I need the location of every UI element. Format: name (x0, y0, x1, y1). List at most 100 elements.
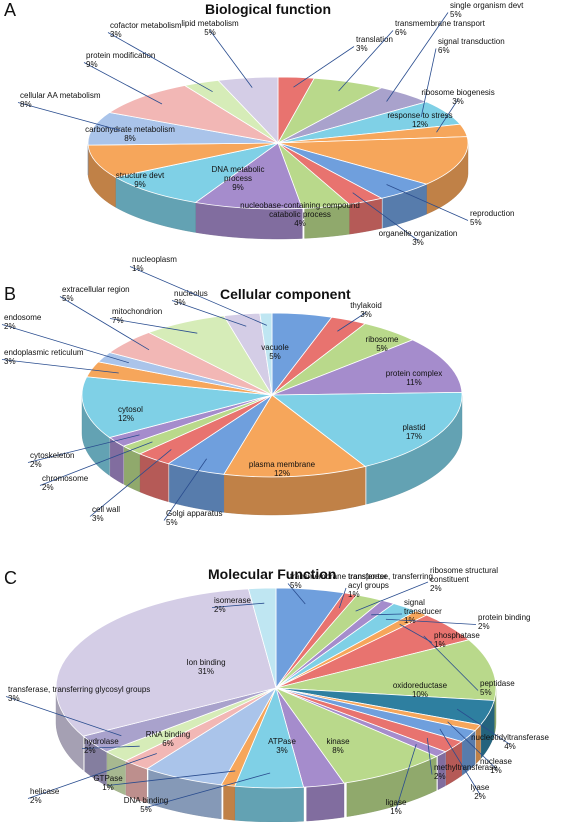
leader-line (27, 434, 140, 463)
label-thylakoid: thylakoid 3% (337, 301, 382, 332)
leader-line (420, 48, 437, 118)
leader-line (107, 770, 236, 786)
leader-line (386, 184, 469, 221)
leader-line (39, 441, 153, 486)
label-single-organism-devt: single organism devt 5% (386, 1, 524, 102)
slice-label-text: cofactor metabolism 3% (110, 21, 182, 39)
label-ribosome-biogenesis: ribosome biogenesis 3% (421, 88, 495, 133)
slice-label-text: structure devt 9% (116, 171, 165, 189)
slice-label-text: transmembrane transport 6% (395, 19, 486, 37)
slice-label-text: ribosome biogenesis 3% (421, 88, 494, 106)
slice-label-text: isomerase 2% (214, 596, 251, 614)
side-dna-binding (234, 786, 304, 822)
slice-label-text: transferase, transferring glycosyl group… (8, 685, 150, 703)
leader-line (386, 12, 449, 102)
label-signal-transduction: signal transduction 6% (420, 37, 505, 118)
slice-label-text: nuclease 1% (480, 757, 513, 775)
slice-label-text: organelle organization 3% (379, 229, 458, 247)
label-cofactor-metabolism: cofactor metabolism 3% (107, 21, 213, 93)
slice-response-to-stress (277, 136, 469, 185)
slice-label-text: endosome 2% (4, 313, 42, 331)
leader-line (27, 753, 157, 799)
leader-line (287, 583, 306, 605)
slice-label-text: cell wall 3% (92, 505, 120, 523)
slice-label-text: reproduction 5% (470, 209, 514, 227)
leader-line (17, 102, 121, 131)
slice-label-text: ribosome 5% (366, 335, 399, 353)
slice-label-text: plasma membrane 12% (249, 460, 316, 478)
slice-labels: translation 3%transmembrane transport 6%si… (17, 1, 524, 247)
leader-line (338, 587, 347, 609)
label-vacuole: vacuole 5% (261, 343, 289, 361)
label-lipid-metabolism: lipid metabolism 5% (181, 19, 253, 88)
label-ribosome: ribosome 5% (366, 335, 399, 353)
label-transmembrane-transporter: transmembrane transporter 5% (287, 572, 387, 605)
label-rna-binding: RNA binding 6% (146, 730, 190, 748)
slice-label-text: vacuole 5% (261, 343, 289, 361)
leader-line (395, 744, 417, 810)
label-protein-complex: protein complex 11% (386, 369, 442, 387)
label-nucleoplasm: nucleoplasm 1% (129, 255, 267, 326)
slice-plastid (270, 391, 463, 467)
label-transmembrane-transport: transmembrane transport 6% (338, 19, 486, 92)
slice-protein-modification (108, 85, 279, 144)
label-translation: translation 3% (293, 35, 393, 88)
leader-line (209, 30, 253, 88)
label-hydrolase: hydrolase 2% (81, 737, 140, 755)
label-lyase: lyase 2% (439, 728, 490, 801)
label-organelle-organization: organelle organization 3% (352, 192, 458, 247)
chart-title: Cellular component (220, 286, 351, 302)
slice-ion-binding (55, 588, 277, 737)
pie-slices (87, 76, 469, 210)
slice-label-text: chromosome 2% (42, 474, 89, 492)
leader-line (129, 266, 267, 326)
slice-label-text: lyase 2% (471, 783, 490, 801)
slice-label-text: extracellular region 5% (62, 285, 130, 303)
slice-label-text: translation 3% (356, 35, 393, 53)
slice-label-text: nucleolus 3% (174, 289, 208, 307)
slice-cellular-aa-metabolism (87, 112, 279, 146)
slice-label-text: methyltransferase 2% (434, 763, 498, 781)
slice-label-text: single organism devt 5% (450, 1, 524, 19)
slice-plasma-membrane (223, 394, 367, 478)
leader-line (211, 602, 265, 608)
leader-line (355, 581, 429, 612)
panel-letter: A (4, 0, 16, 20)
leader-line (439, 728, 481, 795)
label-extracellular-region: extracellular region 5% (59, 285, 150, 351)
label-structure-devt: structure devt 9% (116, 171, 165, 189)
chart-title: Molecular Function (208, 566, 336, 582)
slice-label-text: Ion binding 31% (186, 658, 225, 676)
label-dna-binding: DNA binding 5% (124, 772, 271, 814)
slice-label-text: transferase, transferring acyl groups 1% (348, 572, 433, 599)
slice-label-text: lipid metabolism 5% (181, 19, 239, 37)
leader-line (447, 721, 497, 769)
leader-line (293, 46, 355, 88)
slice-label-text: RNA binding 6% (146, 730, 190, 748)
panel-cellular-component: B Cellular component vacuole 5% thylakoid 3% r… (1, 255, 463, 527)
label-nucleotidyltransferase: nucleotidyltransferase 4% (456, 708, 549, 751)
slice-label-text: nucleoplasm 1% (132, 255, 177, 273)
slice-label-text: peptidase 5% (480, 679, 515, 697)
label-transferase-transferring-glycosyl-groups: transferase, transferring glycosyl group… (5, 685, 150, 737)
pie-slices (81, 312, 463, 478)
label-plasma-membrane: plasma membrane 12% (249, 460, 316, 478)
slice-cytosol (81, 376, 273, 438)
side-atpase (306, 782, 345, 822)
label-ligase: ligase 1% (386, 744, 417, 816)
leader-line (59, 296, 150, 351)
leader-line (145, 772, 271, 808)
slice-label-text: kinase 8% (326, 737, 350, 755)
slice-label-text: DNA metabolic process 9% (212, 165, 265, 192)
label-protein-modification: protein modification 9% (83, 51, 163, 105)
slice-kinase (274, 687, 438, 784)
slice-label-text: Golgi apparatus 5% (166, 509, 222, 527)
slice-label-text: transmembrane transporter 5% (290, 572, 387, 590)
label-protein-binding: protein binding 2% (385, 613, 530, 631)
leader-line (423, 635, 479, 691)
slice-label-text: GTPase 1% (93, 774, 123, 792)
slice-oxidoreductase (275, 639, 497, 701)
slice-label-text: protein modification 9% (86, 51, 155, 69)
slice-label-text: endoplasmic reticulum 3% (4, 348, 84, 366)
